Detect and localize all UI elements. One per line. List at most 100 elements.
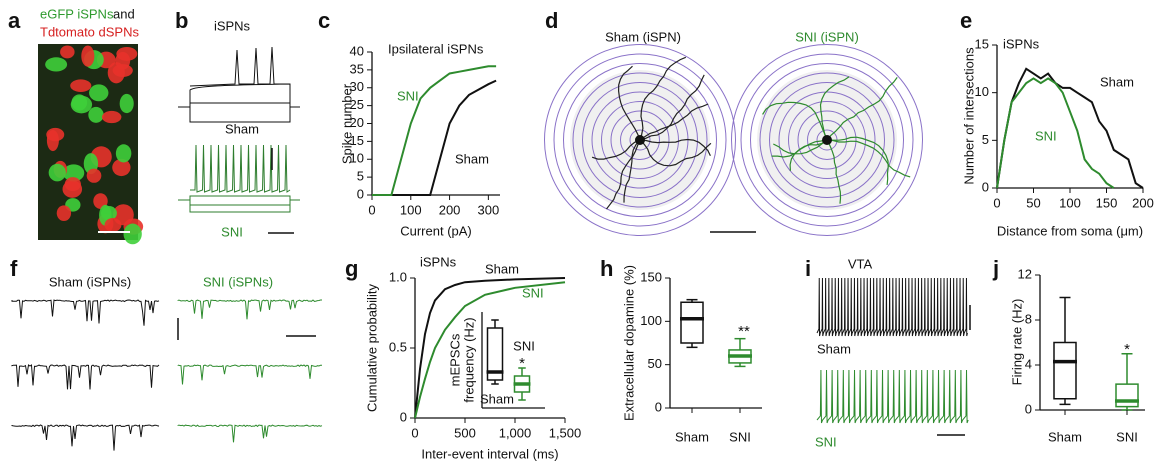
panel-letter: d [545,8,558,33]
trace [178,83,300,108]
cell [88,106,104,123]
trace-label: Sham [817,341,851,356]
cell [63,164,85,182]
cell [86,168,102,183]
panel-a-green-text: eGFP iSPNs [40,6,114,21]
trace [177,299,322,320]
y-tick-label: 12 [1018,266,1032,281]
y-axis-label: Number of intersections [961,47,976,185]
cell [100,206,117,221]
panel-letter: f [10,256,18,281]
y-tick-label: 0 [982,179,989,194]
cell [70,79,92,92]
cell [101,110,122,124]
soma [635,135,645,145]
cell [116,46,138,61]
sholl-ring [759,72,895,208]
dendrite [826,139,911,178]
panel-a-and-text: and [113,6,135,21]
trace [11,299,160,326]
series-line [414,277,566,419]
y-axis-label: frequency (Hz) [461,317,476,402]
trace [816,277,968,337]
category-label: SNI [513,338,535,353]
y-tick-label: 0 [400,409,407,424]
cell [81,45,95,67]
soma [822,135,832,145]
dendrite [826,136,889,185]
y-axis-label: Cumulative probability [364,284,379,412]
dendrite [606,139,641,210]
x-tick-label: 200 [439,202,461,217]
y-tick-label: 5 [982,132,989,147]
dendrite [639,138,711,157]
x-tick-label: 1,500 [549,425,582,440]
cell [123,223,142,245]
cell [104,218,122,232]
cell [48,163,66,182]
trace [178,102,300,108]
sholl-ring [610,110,670,170]
panel-letter: h [600,256,613,281]
panel-letter: i [805,256,811,281]
dendrite [789,139,828,171]
y-tick-label: 15 [975,36,989,51]
panel-letter: c [318,8,330,33]
trace [816,369,969,424]
series-line [996,67,1144,189]
trace [190,144,291,193]
category-label: Sham [480,391,514,406]
y-axis-label: Extracellular dopamine (%) [621,265,636,421]
y-tick-label: 10 [350,151,364,166]
x-axis-label: Inter-event interval (ms) [421,446,558,461]
series-line [996,77,1115,189]
trace [178,199,300,213]
trace-label: SNI [815,434,837,449]
sholl-ring [731,44,923,236]
significance: ** [738,323,750,340]
panel-f-title: SNI (iSPNs) [203,274,273,289]
dendrite [639,74,705,141]
cell [64,177,81,192]
cell [89,84,109,102]
x-axis-label: Current (pA) [400,223,472,238]
trace [11,364,160,390]
sholl-ring [620,120,660,160]
series-label: Sham [1100,74,1134,89]
dendrite [639,103,709,141]
trace [11,424,160,451]
chart-title: iSPNs [420,254,457,269]
y-tick-label: 15 [350,133,364,148]
y-tick-label: 150 [640,269,662,284]
y-tick-label: 30 [350,79,364,94]
panel-d-title: Sham (iSPN) [605,29,681,44]
dendrite [819,76,850,141]
cell [45,57,68,72]
panel-letter: a [8,8,21,33]
y-tick-label: 0 [357,186,364,201]
y-tick-label: 50 [648,356,662,371]
y-tick-label: 35 [350,61,364,76]
dendrite [762,101,828,141]
panel-letter: g [345,256,358,281]
panel-a-red-text: Tdtomato dSPNs [40,24,139,39]
dendrite [639,139,712,167]
trace [189,46,290,87]
cell [71,94,88,111]
trace [178,199,300,206]
sni-traces [178,144,300,213]
significance: * [1124,341,1130,358]
series-label: SNI [522,285,544,300]
x-tick-label: 300 [478,202,500,217]
dendrite [591,139,641,160]
panel-f-title: Sham (iSPNs) [49,274,131,289]
category-label: Sham [675,429,709,444]
y-tick-label: 0 [1025,401,1032,416]
sholl-ring [769,82,885,198]
panel-d-title: SNI (iSPN) [795,29,859,44]
panel-i-title: VTA [848,256,873,271]
sholl-ring [553,53,727,227]
y-tick-label: 20 [350,115,364,130]
dendrite [639,56,687,141]
